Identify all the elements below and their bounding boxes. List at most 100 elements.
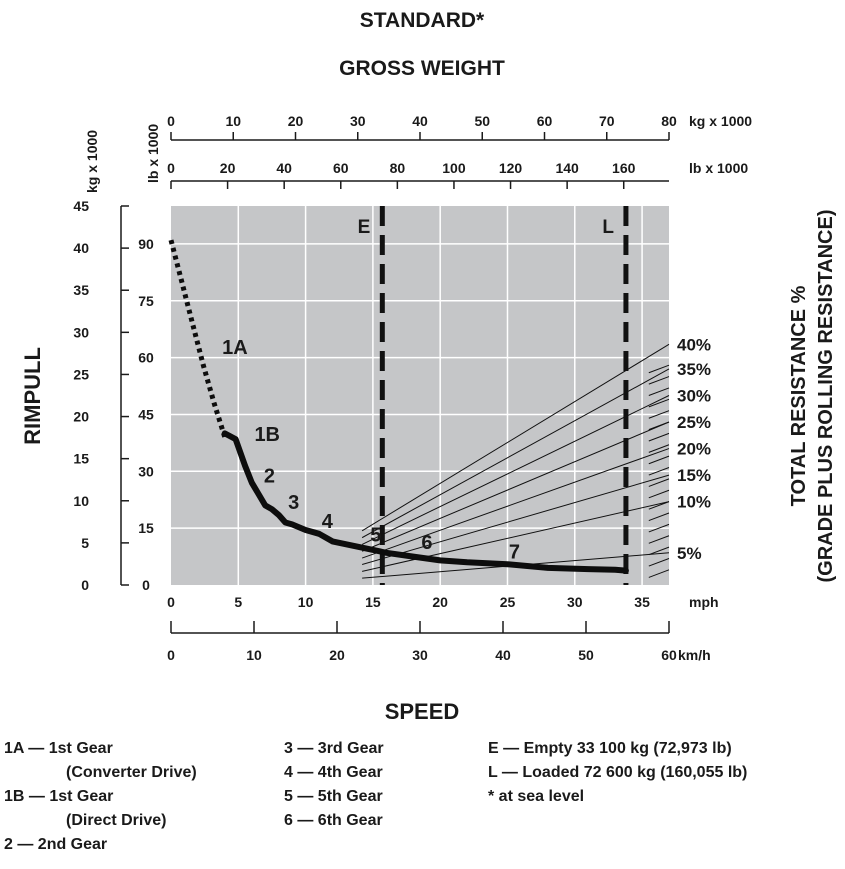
resistance-hatch <box>648 558 670 567</box>
y-axis-lb-tick-label: 60 <box>138 350 154 366</box>
legend-item-empty: E — Empty 33 100 kg (72,973 lb) <box>488 740 732 757</box>
resistance-lines: 40% 35% 30% 25% 20% 15% 10% 5% <box>361 335 711 579</box>
y-axis-kg-tick-label: 0 <box>81 577 89 593</box>
resistance-hatch <box>648 523 670 533</box>
weight-marker-label: L <box>602 217 614 238</box>
y-axis-kg-tick-label: 30 <box>73 324 89 340</box>
x-axis-mph-tick-label: 25 <box>500 594 516 610</box>
x-axis-kmh-tick-label: 30 <box>412 647 428 663</box>
resistance-label: 40% <box>677 335 711 354</box>
y-axis-kg-tick-label: 20 <box>73 409 89 425</box>
x-axis-mph-unit: mph <box>689 594 719 610</box>
y-axis-lb-tick-label: 30 <box>138 463 154 479</box>
resistance-line <box>361 474 670 566</box>
y-axis-kg-tick-label: 25 <box>73 366 89 382</box>
gross-weight-lb-tick-label: 120 <box>499 160 523 176</box>
y-axis-lb-tick-label: 75 <box>138 293 154 309</box>
resistance-label: 15% <box>677 466 711 485</box>
x-axis-mph-tick-label: 20 <box>432 594 448 610</box>
y-axis-lb-tick-label: 15 <box>138 520 154 536</box>
rimpull-curves <box>168 239 629 574</box>
gross-weight-lb-tick-label: 140 <box>555 160 579 176</box>
x-axis-mph-tick-label: 15 <box>365 594 381 610</box>
resistance-label: 30% <box>677 387 711 406</box>
y-axis-title: RIMPULL <box>20 347 45 445</box>
gross-weight-lb-tick-label: 80 <box>390 160 406 176</box>
resistance-line <box>361 343 670 532</box>
gross-weight-kg-tick-label: 0 <box>167 113 175 129</box>
legend-item-1b-note: (Direct Drive) <box>66 812 167 829</box>
resistance-hatch <box>648 444 670 453</box>
gear-label: 5 <box>370 524 381 546</box>
resistance-line <box>361 448 670 559</box>
resistance-hatch <box>648 467 670 476</box>
gross-weight-lb-tick-label: 20 <box>220 160 236 176</box>
resistance-hatch <box>648 364 670 374</box>
weight-marker-label: E <box>358 217 371 238</box>
legend-item-1a-note: (Converter Drive) <box>66 764 197 781</box>
legend-item-5: 5 — 5th Gear <box>284 788 383 805</box>
resistance-hatch <box>648 569 670 578</box>
gear-label: 1B <box>254 424 280 446</box>
gear-label: 6 <box>421 532 432 554</box>
resistance-hatch <box>648 478 670 487</box>
y-axis-lb-tick-label: 0 <box>142 577 150 593</box>
y-axis-kg-tick-label: 10 <box>73 493 89 509</box>
gross-weight-kg-tick-label: 70 <box>599 113 615 129</box>
x-axis-title: SPEED <box>385 699 460 724</box>
legend-item-1b: 1B — 1st Gear <box>4 788 114 805</box>
resistance-line <box>361 368 670 539</box>
legend-item-6: 6 — 6th Gear <box>284 812 383 829</box>
gross-weight-kg-tick-label: 80 <box>661 113 677 129</box>
x-axis-mph-tick-label: 35 <box>634 594 650 610</box>
legend-weights: E — Empty 33 100 kg (72,973 lb) L — Load… <box>488 737 747 809</box>
legend-item-loaded: L — Loaded 72 600 kg (160,055 lb) <box>488 764 748 781</box>
x-axis-mph-tick-label: 10 <box>298 594 314 610</box>
legend-gears-1: 1A — 1st Gear (Converter Drive) 1B — 1st… <box>4 737 197 857</box>
x-axis-kmh-tick-label: 50 <box>578 647 594 663</box>
y-axis-kg-tick-label: 35 <box>73 282 89 298</box>
y2-axis-title-line1: TOTAL RESISTANCE % <box>788 285 810 506</box>
resistance-hatch <box>648 410 670 419</box>
axes: 0 10 20 30 40 50 60 70 800 20 40 60 80 100 120 140 16005… <box>73 113 677 663</box>
x-axis-kmh-unit: km/h <box>678 647 711 663</box>
resistance-hatch <box>648 512 670 522</box>
resistance-line <box>361 395 670 545</box>
x-axis-mph-tick-label: 5 <box>234 594 242 610</box>
gross-weight-kg-tick-label: 60 <box>537 113 553 129</box>
y-axis-kg-unit: kg x 1000 <box>84 130 100 193</box>
resistance-label: 20% <box>677 440 711 459</box>
gear-label: 2 <box>264 466 275 488</box>
resistance-hatch <box>648 421 670 431</box>
resistance-hatch <box>648 376 670 385</box>
resistance-hatch <box>648 546 670 556</box>
y-axis-lb-unit: lb x 1000 <box>145 124 161 183</box>
gross-weight-lb-tick-label: 0 <box>167 160 175 176</box>
plot-area <box>171 206 669 585</box>
y-axis-lb-tick-label: 45 <box>138 406 154 422</box>
rimpull-curve-1a <box>168 239 228 438</box>
x-axis-mph-tick-label: 30 <box>567 594 583 610</box>
x-axis-kmh-tick-label: 60 <box>661 647 677 663</box>
chart-subtitle: GROSS WEIGHT <box>339 57 505 80</box>
gross-weight-kg-tick-label: 30 <box>350 113 366 129</box>
resistance-line <box>361 421 670 552</box>
gear-labels: 1A 1B 23 4 5 6 7 <box>222 337 520 564</box>
gear-label: 7 <box>509 541 520 563</box>
gross-weight-kg-tick-label: 50 <box>474 113 490 129</box>
chart-title: STANDARD* <box>360 9 485 32</box>
legend-gears-2: 3 — 3rd Gear 4 — 4th Gear 5 — 5th Gear 6… <box>284 737 384 833</box>
y-axis-kg-tick-label: 15 <box>73 451 89 467</box>
x-axis-mph-tick-label: 0 <box>167 594 175 610</box>
resistance-hatch <box>648 501 670 510</box>
y-axis-kg-tick-label: 5 <box>81 535 89 551</box>
resistance-label: 25% <box>677 413 711 432</box>
gear-label: 1A <box>222 337 248 359</box>
legend-item-2: 2 — 2nd Gear <box>4 836 108 853</box>
gross-weight-lb-tick-label: 100 <box>442 160 466 176</box>
gross-weight-kg-tick-label: 40 <box>412 113 428 129</box>
gross-weight-lb-tick-label: 60 <box>333 160 349 176</box>
resistance-hatch <box>648 489 670 499</box>
